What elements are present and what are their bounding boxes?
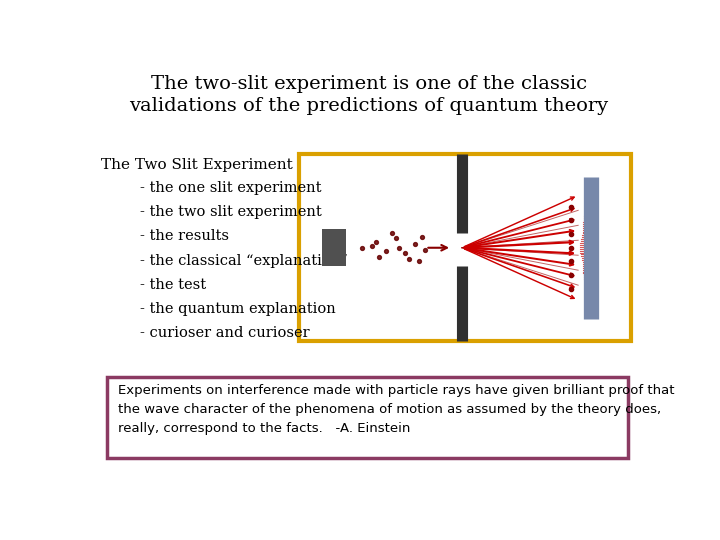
Text: - the one slit experiment: - the one slit experiment [140,181,322,195]
Text: Experiments on interference made with particle rays have given brilliant proof t: Experiments on interference made with pa… [118,384,675,435]
Text: - the classical “explanation”: - the classical “explanation” [140,254,348,268]
Text: - the results: - the results [140,230,229,244]
Bar [300,154,631,341]
Bar [107,377,629,458]
Text: - the test: - the test [140,278,207,292]
Text: The two-slit experiment is one of the classic
validations of the predictions of : The two-slit experiment is one of the cl… [130,75,608,116]
Text: - the two slit experiment: - the two slit experiment [140,205,322,219]
Bar [323,229,346,266]
Text: The Two Slit Experiment: The Two Slit Experiment [101,158,293,172]
Text: - the quantum explanation: - the quantum explanation [140,302,336,316]
Text: - curioser and curioser: - curioser and curioser [140,326,310,340]
